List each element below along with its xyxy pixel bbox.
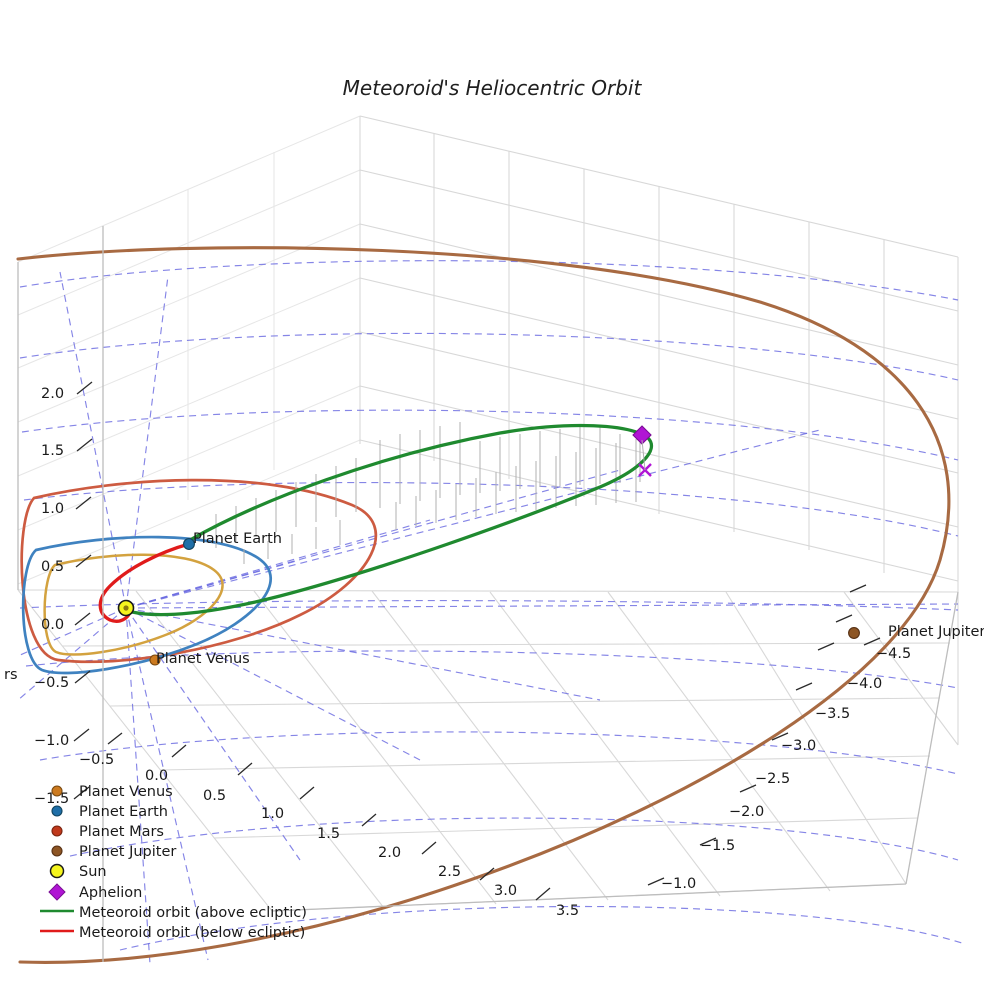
x-tick-0: −0.5 (79, 752, 114, 768)
y-axis-line (905, 591, 959, 885)
x-axis-tick-labels: −0.5 0.0 0.5 1.0 1.5 2.0 2.5 3.0 3.5 (79, 752, 579, 919)
planet-earth-marker[interactable] (183, 538, 195, 550)
x-tick-6: 2.5 (438, 864, 461, 880)
y-tick-6: −4.0 (847, 676, 882, 692)
celestial-bodies (117, 425, 860, 666)
y-tick-0: −1.0 (661, 876, 696, 892)
meteoroid-orbit-above-ecliptic (130, 423, 654, 617)
y-tick-2: −2.0 (729, 804, 764, 820)
z-tick-1: 1.5 (41, 443, 64, 459)
legend-label-aphelion: Aphelion (79, 885, 142, 901)
z-axis-ticks (73, 381, 93, 800)
y-tick-4: −3.0 (781, 738, 816, 754)
legend-label-planet-earth: Planet Earth (79, 804, 168, 820)
z-tick-6: −1.0 (34, 733, 69, 749)
legend-marker-planet-venus-icon (51, 785, 63, 797)
legend-marker-planet-jupiter-icon (51, 845, 63, 857)
legend-item-planet-earth[interactable]: Planet Earth (51, 804, 168, 820)
z-tick-4: 0.0 (41, 617, 64, 633)
meteoroid-orbit-below-ecliptic (98, 542, 191, 623)
legend-marker-aphelion-icon (48, 883, 66, 901)
legend-label-planet-mars: Planet Mars (79, 824, 164, 840)
sun-core (123, 605, 129, 611)
z-axis-tick-labels: 2.0 1.5 1.0 0.5 0.0 −0.5 −1.0 −1.5 (34, 386, 69, 807)
pane-right-wall (359, 115, 959, 592)
legend-item-meteoroid-above[interactable]: Meteoroid orbit (above ecliptic) (40, 905, 307, 921)
planet-jupiter-label: Planet Jupiter (888, 624, 984, 640)
legend-marker-sun-icon (49, 863, 65, 879)
legend-item-sun[interactable]: Sun (49, 863, 107, 880)
z-tick-3: 0.5 (41, 559, 64, 575)
orbit-venus (43, 553, 224, 656)
legend-item-meteoroid-below[interactable]: Meteoroid orbit (below ecliptic) (40, 925, 305, 941)
y-axis-ticks (647, 584, 881, 886)
axis-lines (17, 226, 959, 962)
page-title: Meteoroid's Heliocentric Orbit (343, 76, 643, 100)
legend-label-meteoroid-below: Meteoroid orbit (below ecliptic) (79, 925, 305, 941)
pane-back-wall (17, 115, 361, 590)
z-tick-2: 1.0 (41, 501, 64, 517)
x-axis-line (271, 883, 907, 912)
legend-item-planet-jupiter[interactable]: Planet Jupiter (51, 844, 176, 860)
z-axis-label: rs (4, 667, 18, 683)
z-tick-0: 2.0 (41, 386, 64, 402)
y-tick-1: −1.5 (700, 838, 735, 854)
z-tick-5: −0.5 (34, 675, 69, 691)
legend-label-planet-venus: Planet Venus (79, 784, 173, 800)
legend-label-sun: Sun (79, 864, 107, 880)
x-tick-5: 2.0 (378, 845, 401, 861)
x-tick-3: 1.0 (261, 806, 284, 822)
legend-label-meteoroid-above: Meteoroid orbit (above ecliptic) (79, 905, 307, 921)
legend-marker-planet-mars-icon (51, 825, 63, 837)
planet-venus-label: Planet Venus (156, 651, 250, 667)
y-axis-tick-labels: −1.0 −1.5 −2.0 −2.5 −3.0 −3.5 −4.0 −4.5 (661, 646, 911, 892)
orbit-earth (21, 535, 272, 675)
orbit-jupiter (16, 246, 951, 964)
aphelion-stem (641, 439, 646, 471)
y-tick-3: −2.5 (755, 771, 790, 787)
legend-label-planet-jupiter: Planet Jupiter (79, 844, 176, 860)
x-tick-7: 3.0 (494, 883, 517, 899)
y-tick-5: −3.5 (815, 706, 850, 722)
meteoroid-stems (215, 422, 641, 564)
x-tick-2: 0.5 (203, 788, 226, 804)
legend-marker-planet-earth-icon (51, 805, 63, 817)
z-tick-7: −1.5 (34, 791, 69, 807)
legend-item-planet-mars[interactable]: Planet Mars (51, 824, 164, 840)
x-axis-ticks (107, 732, 551, 901)
legend: Planet Venus Planet Earth Planet Mars Pl… (40, 784, 307, 941)
legend-item-aphelion[interactable]: Aphelion (48, 883, 142, 901)
y-tick-7: −4.5 (876, 646, 911, 662)
planet-earth-label: Planet Earth (193, 531, 282, 547)
x-tick-1: 0.0 (145, 768, 168, 784)
legend-item-planet-venus[interactable]: Planet Venus (51, 784, 173, 800)
planet-jupiter-marker[interactable] (848, 627, 860, 639)
x-tick-8: 3.5 (556, 903, 579, 919)
x-tick-4: 1.5 (317, 826, 340, 842)
orbit-mars (20, 478, 378, 664)
polar-reference-grid (17, 260, 966, 965)
planet-venus-marker[interactable] (149, 654, 161, 666)
